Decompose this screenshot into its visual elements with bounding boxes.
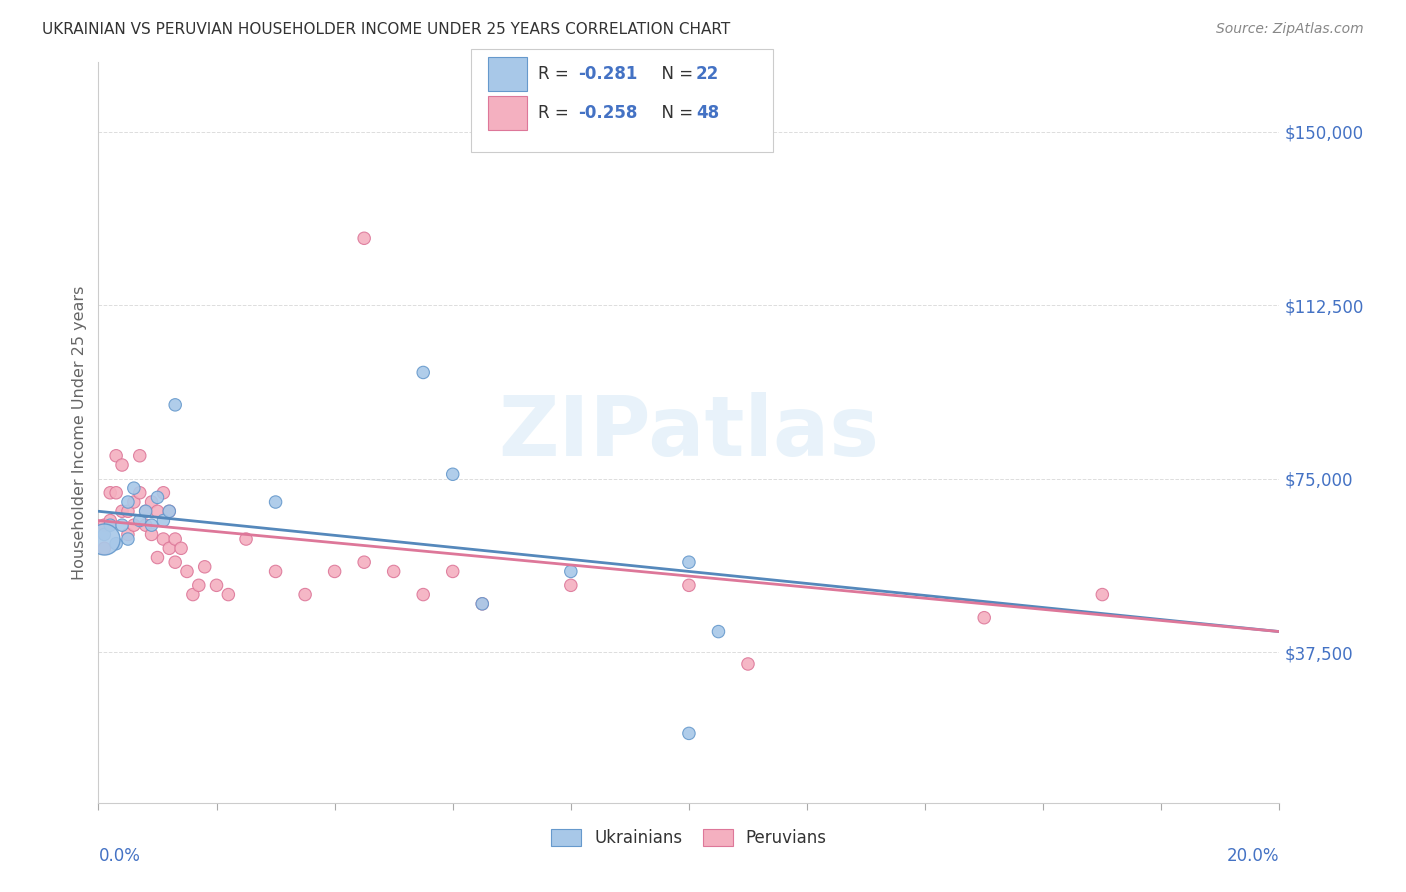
Point — [560, 565, 582, 579]
Point — [93, 532, 115, 546]
Point — [122, 495, 145, 509]
Point — [152, 532, 174, 546]
Text: -0.281: -0.281 — [578, 65, 637, 83]
Point — [117, 504, 139, 518]
Point — [264, 565, 287, 579]
Point — [128, 514, 150, 528]
Text: 48: 48 — [696, 104, 718, 122]
Point — [973, 610, 995, 624]
Point — [98, 485, 121, 500]
Point — [217, 588, 239, 602]
Point — [128, 485, 150, 500]
Point — [152, 485, 174, 500]
Point — [678, 726, 700, 740]
Text: 0.0%: 0.0% — [98, 847, 141, 865]
Point — [441, 565, 464, 579]
Point — [93, 541, 115, 556]
Point — [157, 541, 180, 556]
Point — [194, 559, 217, 574]
Point — [294, 588, 316, 602]
Point — [412, 588, 434, 602]
Point — [117, 527, 139, 541]
Y-axis label: Householder Income Under 25 years: Householder Income Under 25 years — [72, 285, 87, 580]
Point — [165, 555, 187, 569]
Point — [141, 495, 163, 509]
Text: -0.258: -0.258 — [578, 104, 637, 122]
Text: 20.0%: 20.0% — [1227, 847, 1279, 865]
Legend: Ukrainians, Peruvians: Ukrainians, Peruvians — [544, 822, 834, 854]
Point — [111, 504, 134, 518]
Point — [353, 231, 375, 245]
Text: R =: R = — [538, 65, 575, 83]
Text: ZIPatlas: ZIPatlas — [499, 392, 879, 473]
Point — [141, 518, 163, 533]
Point — [707, 624, 730, 639]
Point — [1091, 588, 1114, 602]
Text: Source: ZipAtlas.com: Source: ZipAtlas.com — [1216, 22, 1364, 37]
Point — [678, 578, 700, 592]
Point — [176, 565, 198, 579]
Point — [111, 518, 134, 533]
Point — [412, 366, 434, 380]
Point — [117, 495, 139, 509]
Point — [170, 541, 193, 556]
Text: N =: N = — [651, 104, 699, 122]
Point — [205, 578, 228, 592]
Point — [235, 532, 257, 546]
Text: R =: R = — [538, 104, 575, 122]
Point — [471, 597, 494, 611]
Point — [157, 504, 180, 518]
Point — [181, 588, 204, 602]
Point — [165, 398, 187, 412]
Point — [128, 449, 150, 463]
Point — [98, 514, 121, 528]
Point — [135, 504, 157, 518]
Point — [122, 518, 145, 533]
Point — [678, 555, 700, 569]
Point — [323, 565, 346, 579]
Point — [264, 495, 287, 509]
Point — [737, 657, 759, 671]
Point — [353, 555, 375, 569]
Point — [157, 504, 180, 518]
Point — [146, 550, 169, 565]
Point — [146, 491, 169, 505]
Point — [152, 514, 174, 528]
Point — [471, 597, 494, 611]
Point — [117, 532, 139, 546]
Point — [135, 518, 157, 533]
Point — [146, 504, 169, 518]
Point — [111, 458, 134, 472]
Text: N =: N = — [651, 65, 699, 83]
Point — [165, 532, 187, 546]
Point — [105, 536, 128, 550]
Point — [105, 449, 128, 463]
Text: UKRAINIAN VS PERUVIAN HOUSEHOLDER INCOME UNDER 25 YEARS CORRELATION CHART: UKRAINIAN VS PERUVIAN HOUSEHOLDER INCOME… — [42, 22, 731, 37]
Point — [141, 527, 163, 541]
Point — [382, 565, 405, 579]
Point — [441, 467, 464, 482]
Point — [135, 504, 157, 518]
Point — [93, 527, 115, 541]
Point — [98, 518, 121, 533]
Point — [122, 481, 145, 495]
Text: 22: 22 — [696, 65, 720, 83]
Point — [560, 578, 582, 592]
Point — [93, 518, 115, 533]
Point — [187, 578, 209, 592]
Point — [105, 485, 128, 500]
